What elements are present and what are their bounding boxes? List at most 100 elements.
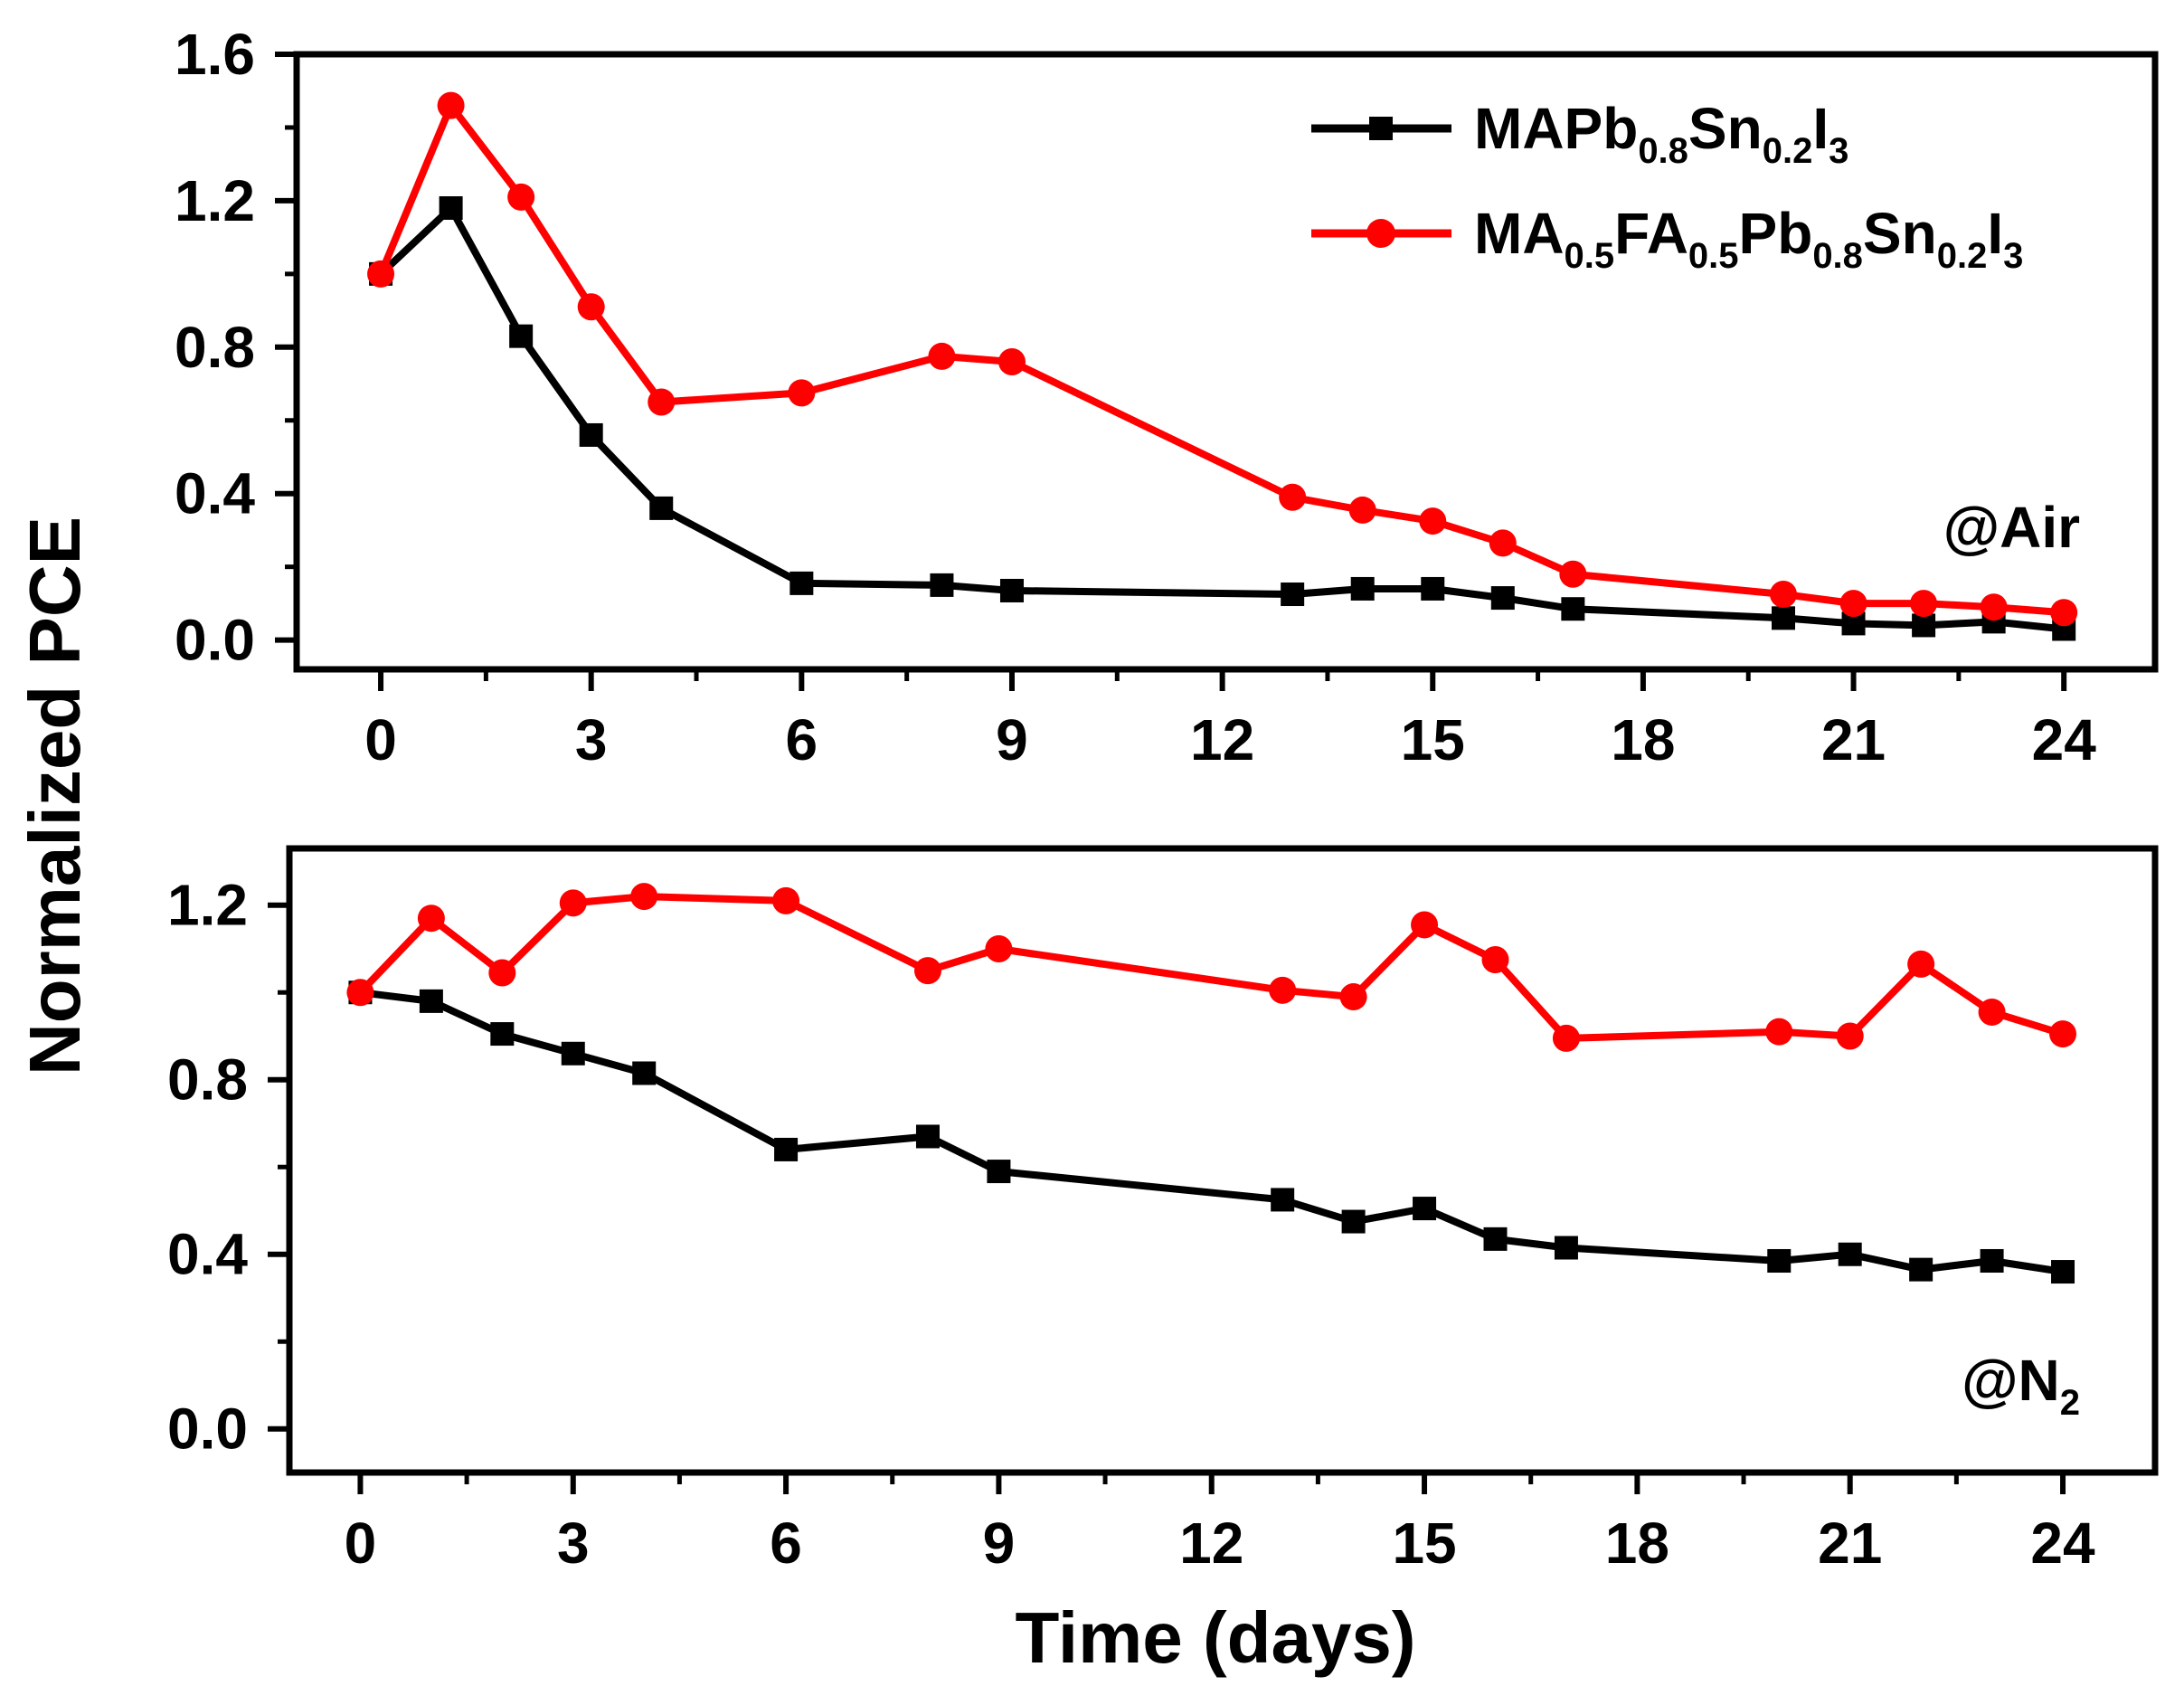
data-point-square [1838,1242,1862,1266]
x-tick-label: 9 [983,1511,1016,1576]
data-point-square [632,1061,657,1085]
x-tick-label: 3 [575,707,608,772]
condition-label: @N2 [1962,1348,2080,1423]
subscript: 0.2 [1937,236,1988,276]
y-tick-label: 1.6 [175,22,255,87]
x-tick-label: 6 [786,707,818,772]
data-point-circle [577,293,605,321]
data-point-square [579,422,603,447]
plot-frame [293,51,2159,673]
data-point-circle [1348,496,1376,524]
text-part: MAPb [1474,96,1638,161]
data-point-circle [1269,976,1297,1004]
series-red-circles [346,883,2077,1052]
data-point-circle [1279,483,1307,511]
x-tick-label: 18 [1611,707,1675,772]
data-point-square [2051,1260,2075,1284]
data-point-square [789,571,814,595]
subscript: 0.5 [1565,236,1615,276]
data-point-circle [1978,998,2006,1026]
x-tick-label: 24 [2030,1511,2095,1576]
subscript: 0.5 [1688,236,1739,276]
data-point-circle [1411,911,1439,939]
data-point-circle [928,342,956,370]
subscript: 3 [1829,131,1848,171]
data-point-square [915,1124,940,1149]
series-line [357,893,2065,1042]
plot-frame [286,845,2159,1476]
data-point-square [1561,597,1585,621]
text-part: Sn [1688,96,1763,161]
data-point-circle [2049,1020,2077,1048]
x-tick-label: 18 [1605,1511,1669,1576]
data-point-circle [346,979,374,1007]
data-point-circle [788,379,816,407]
text-part: Pb [1739,201,1813,266]
series-black-squares [348,980,2075,1284]
series-black-squares [369,196,2076,641]
data-point-circle [1770,581,1797,609]
data-point-square [1341,1209,1366,1234]
data-point-circle [985,934,1013,962]
data-point-circle [1836,1022,1864,1050]
data-point-circle [1839,590,1867,618]
y-tick-label: 0.4 [175,461,255,526]
text-part: I [1812,96,1829,161]
data-point-square [1490,586,1515,611]
data-point-circle [997,348,1026,375]
data-point-circle [1765,1018,1793,1046]
data-point-square [439,196,463,220]
text-part: Sn [1863,201,1937,266]
x-tick-label: 21 [1818,1511,1882,1576]
x-tick-label: 15 [1401,707,1465,772]
data-point-circle [1910,590,1938,618]
data-point-circle [559,889,587,917]
data-point-square [987,1160,1011,1184]
air-panel: 0 3 6 9 12 15 18 21 24 0.0 0.4 0.8 1.2 1.6 @Air [175,22,2159,772]
data-point-circle [913,957,941,985]
data-point-square [561,1041,585,1066]
x-tick-label: 15 [1392,1511,1456,1576]
data-point-circle [1559,560,1587,588]
x-tick-label: 12 [1190,707,1254,772]
y-tick-label: 1.2 [167,873,248,938]
series-red-circles [367,91,2078,627]
data-point-square [1413,1197,1437,1221]
data-point-circle [648,388,676,416]
subscript: 3 [2003,236,2023,276]
data-point-square [1554,1236,1578,1260]
data-point-circle [1489,529,1517,557]
y-tick-label: 0.0 [175,608,255,673]
data-point-square [419,989,443,1013]
data-point-square [1772,606,1795,630]
x-tick-label: 0 [364,707,397,772]
y-tick-label: 0.0 [167,1397,248,1462]
data-point-square [649,496,674,520]
x-tick-label: 3 [557,1511,590,1576]
data-point-circle [1907,950,1935,978]
data-point-circle [488,959,516,987]
data-point-square [999,578,1024,602]
subscript: 0.8 [1638,131,1688,171]
subscript: 0.8 [1812,236,1863,276]
text-part: FA [1614,201,1688,266]
legend-marker-circle [1366,219,1395,248]
data-point-square [1909,1257,1933,1282]
legend-entry: MAPb0.8Sn0.2I3 [1311,96,1848,171]
subscript: 2 [2060,1383,2080,1423]
series-line [359,989,2064,1275]
legend-label: MAPb0.8Sn0.2I3 [1474,96,1848,171]
x-tick-label: 24 [2032,707,2097,772]
data-point-circle [367,260,395,288]
series-line [378,204,2065,633]
y-tick-label: 0.8 [167,1047,248,1113]
y-axis-title: Normalized PCE [14,516,95,1075]
legend-marker-square [1369,117,1393,140]
data-point-circle [507,183,535,211]
x-tick-label: 21 [1821,707,1886,772]
data-point-circle [437,91,465,119]
data-point-square [1912,613,1936,638]
data-point-square [1281,583,1305,607]
